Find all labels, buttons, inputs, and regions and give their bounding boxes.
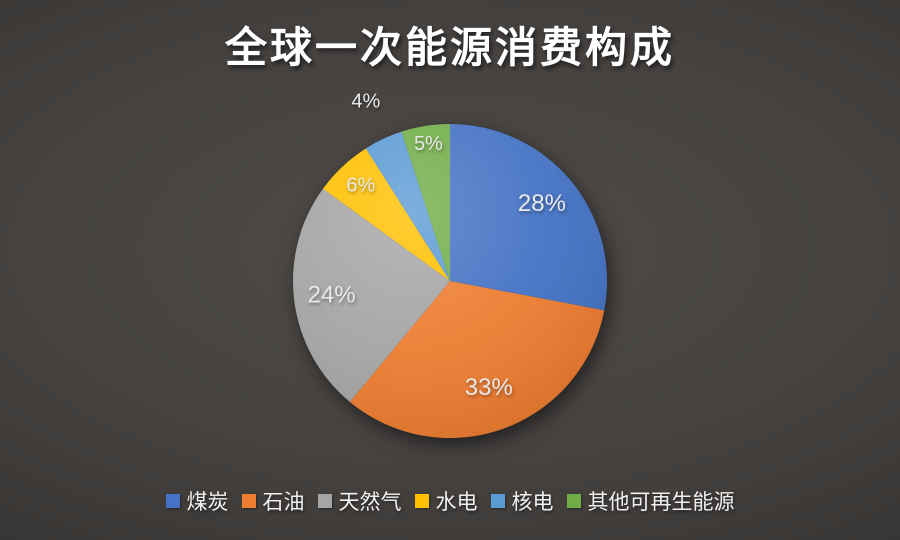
pie-data-labels-group: 28% 33% 24% 6% 4% 5% (308, 90, 566, 401)
legend: 煤炭 石油 天然气 水电 核电 其他可再生能源 (0, 486, 900, 516)
legend-item: 其他可再生能源 (566, 486, 735, 516)
legend-item-label: 石油 (262, 491, 305, 514)
pie-data-label: 24% (308, 281, 356, 308)
pie-data-label: 28% (518, 190, 566, 217)
legend-item: 水电 (414, 486, 478, 516)
pie-data-label: 4% (351, 90, 380, 112)
legend-item: 核电 (490, 486, 554, 516)
legend-item: 天然气 (317, 486, 402, 516)
legend-swatch-icon (241, 494, 256, 508)
pie-data-label: 33% (465, 374, 513, 401)
legend-swatch-icon (566, 494, 581, 508)
legend-item-label: 天然气 (338, 491, 402, 514)
legend-swatch-icon (165, 494, 180, 508)
legend-item-label: 煤炭 (186, 491, 229, 514)
legend-item-label: 核电 (511, 491, 554, 514)
legend-swatch-icon (414, 494, 429, 508)
legend-swatch-icon (490, 494, 505, 508)
pie-data-label: 6% (346, 174, 375, 196)
legend-item-label: 水电 (435, 491, 478, 514)
chart-title: 全球一次能源消费构成 (224, 24, 675, 71)
legend-item: 煤炭 (165, 486, 229, 516)
legend-item-label: 其他可再生能源 (587, 491, 735, 514)
legend-swatch-icon (317, 494, 332, 508)
pie-data-label: 5% (414, 133, 443, 155)
legend-item: 石油 (241, 486, 305, 516)
